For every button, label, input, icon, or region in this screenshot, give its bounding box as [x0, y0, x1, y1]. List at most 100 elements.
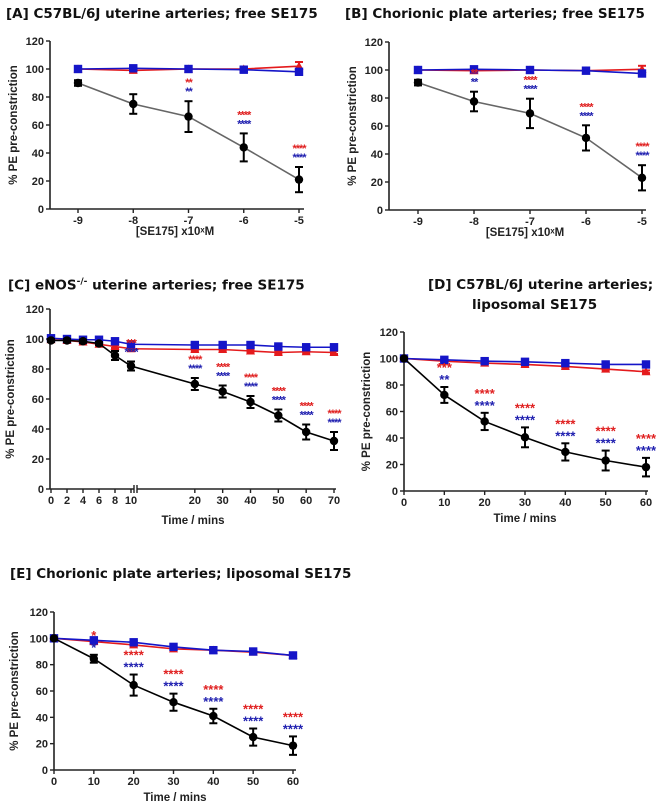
panel-b-y-tick-label: 80 — [371, 93, 383, 105]
panel-d-x-tick-label: 20 — [479, 497, 491, 509]
panel-b-x-tick-label: -7 — [525, 216, 535, 228]
panel-d-significance-red: **** — [475, 386, 496, 401]
panel-c-point-treated — [190, 379, 200, 389]
panel-d-y-tick-label: 20 — [386, 460, 398, 472]
panel-c-x-tick-label: 40 — [244, 495, 256, 507]
panel-d-x-tick-label: 40 — [559, 497, 571, 509]
panel-b-significance-blue: **** — [523, 84, 538, 96]
panel-e-point-control_blue — [209, 645, 218, 655]
panel-d-point-treated — [440, 390, 449, 400]
panel-a-point-control_blue — [294, 67, 304, 76]
panel-d-significance-red: **** — [515, 400, 536, 415]
panel-c-point-treated — [94, 339, 104, 348]
panel-c-x-tick-label: 30 — [217, 495, 229, 507]
panel-b-x-tick-label: -9 — [413, 216, 423, 228]
panel-d-point-treated — [399, 354, 409, 363]
panel-b-point-treated — [469, 97, 479, 106]
panel-c-point-control_red — [329, 348, 339, 356]
panel-a-y-tick-label: 60 — [32, 120, 44, 132]
panel-d-significance-red: **** — [555, 416, 576, 431]
panel-b-x-tick-label: -8 — [469, 216, 479, 228]
panel-b-y-tick-label: 40 — [371, 149, 383, 161]
panel-a-x-axis-label: [SE175] x10ˣM — [136, 226, 214, 238]
panel-e-point-treated — [89, 654, 99, 663]
panel-b-significance-red: **** — [579, 101, 594, 113]
panel-a-significance-blue: **** — [237, 118, 252, 130]
panel-b-point-treated — [637, 173, 647, 182]
panel-d-point-control_blue — [601, 360, 610, 369]
panel-c-significance-blue: **** — [272, 395, 287, 407]
panel-a-y-tick-label: 80 — [32, 92, 44, 104]
panel-a-point-control_blue — [184, 64, 193, 74]
panel-d-significance-red: **** — [596, 424, 617, 439]
panel-d-point-control_blue — [520, 357, 530, 367]
panel-b-chart: 0 20 40 60 80 100 120 % PE pre-constriction -9 -8… — [347, 37, 651, 239]
panel-a-x-tick-label: -5 — [294, 215, 304, 227]
panel-c-point-treated — [46, 336, 56, 345]
panel-a-significance-red: ** — [185, 77, 193, 89]
panel-c-significance-blue: **** — [188, 363, 203, 375]
panel-c-title-main: [C] eNOS — [8, 277, 77, 294]
panel-c-y-tick-label: 20 — [32, 454, 44, 466]
panel-c-significance-red: *** — [126, 338, 138, 350]
panel-a-significance-blue: ** — [185, 86, 193, 98]
panel-e-point-treated — [288, 741, 298, 750]
panel-a-point-treated — [73, 78, 83, 88]
panel-c-point-control_red — [246, 346, 255, 355]
panel-d-y-tick-label: 40 — [386, 433, 398, 445]
panel-c-point-treated — [78, 337, 88, 346]
panel-a-point-control_blue — [129, 64, 138, 73]
panel-c-significance-red: **** — [216, 362, 231, 374]
panel-c-significance-blue: **** — [216, 371, 231, 383]
panel-e-significance-red: **** — [163, 667, 184, 682]
panel-c-x-tick-label: 60 — [300, 495, 312, 507]
panel-b-x-axis-label: [SE175] x10ˣM — [486, 227, 564, 239]
panel-e-chart: 0 20 40 60 80 100 120 % PE pre-constriction 0 10 2… — [9, 607, 304, 804]
panel-c-x-tick-label: 50 — [272, 495, 284, 507]
panel-c-x-tick-label: 20 — [189, 495, 201, 507]
panel-d-point-control_blue — [480, 356, 489, 366]
panel-a-y-tick-label: 100 — [26, 64, 44, 76]
panel-c-point-treated — [218, 387, 227, 396]
panel-b-significance-blue: **** — [579, 110, 594, 122]
panel-d-significance-blue: **** — [515, 412, 536, 427]
panel-c-point-control_red — [273, 348, 283, 356]
panel-d-point-treated — [641, 462, 651, 472]
panel-c-point-control_blue — [274, 342, 283, 351]
panel-c-point-control_red — [110, 342, 120, 350]
panel-d-significance-red: **** — [636, 431, 657, 446]
panel-c-point-control_blue — [190, 340, 200, 350]
panel-c-point-treated — [329, 436, 339, 446]
panel-e-title: [E] Chorionic plate arteries; liposomal … — [10, 566, 352, 582]
panel-e-x-tick-label: 20 — [128, 776, 140, 788]
panel-c-significance-blue: **** — [244, 381, 259, 393]
panel-b-significance-blue: **** — [635, 150, 650, 162]
panel-d-title-line1: [D] C57BL/6J uterine arteries; — [428, 277, 654, 293]
panel-d-x-tick-label: 60 — [640, 497, 652, 509]
panel-b-point-treated — [581, 133, 591, 143]
panel-b-significance-blue: ** — [471, 77, 479, 89]
panel-d-x-tick-label: 0 — [401, 497, 407, 509]
panel-c-point-control_blue — [246, 340, 255, 350]
panel-c-significance-red: **** — [244, 372, 259, 384]
panel-d-title-line2: liposomal SE175 — [472, 297, 598, 313]
panel-e-x-axis-label: Time / mins — [143, 792, 206, 804]
panel-a-y-tick-label: 20 — [32, 176, 44, 188]
panel-a-x-tick-label: -6 — [239, 215, 249, 227]
panel-a-x-tick-label: -7 — [184, 215, 194, 227]
panel-a-significance-blue: **** — [292, 152, 307, 164]
panel-d-point-treated — [520, 433, 530, 442]
panel-b-significance-red: **** — [635, 141, 650, 153]
panel-b-y-tick-label: 60 — [371, 121, 383, 133]
panel-c-point-treated — [62, 336, 72, 345]
panel-c-significance-blue: **** — [124, 347, 139, 359]
panel-c-y-tick-label: 60 — [32, 394, 44, 406]
panel-c-x-tick-label: 0 — [48, 495, 54, 507]
panel-c-y-tick-label: 100 — [26, 334, 44, 346]
panel-a-y-tick-label: 0 — [38, 204, 44, 216]
panel-c-point-treated — [274, 411, 283, 420]
panel-d-y-tick-label: 0 — [392, 486, 398, 498]
panel-d-x-tick-label: 50 — [600, 497, 612, 509]
panel-c-point-control_blue — [110, 337, 120, 346]
